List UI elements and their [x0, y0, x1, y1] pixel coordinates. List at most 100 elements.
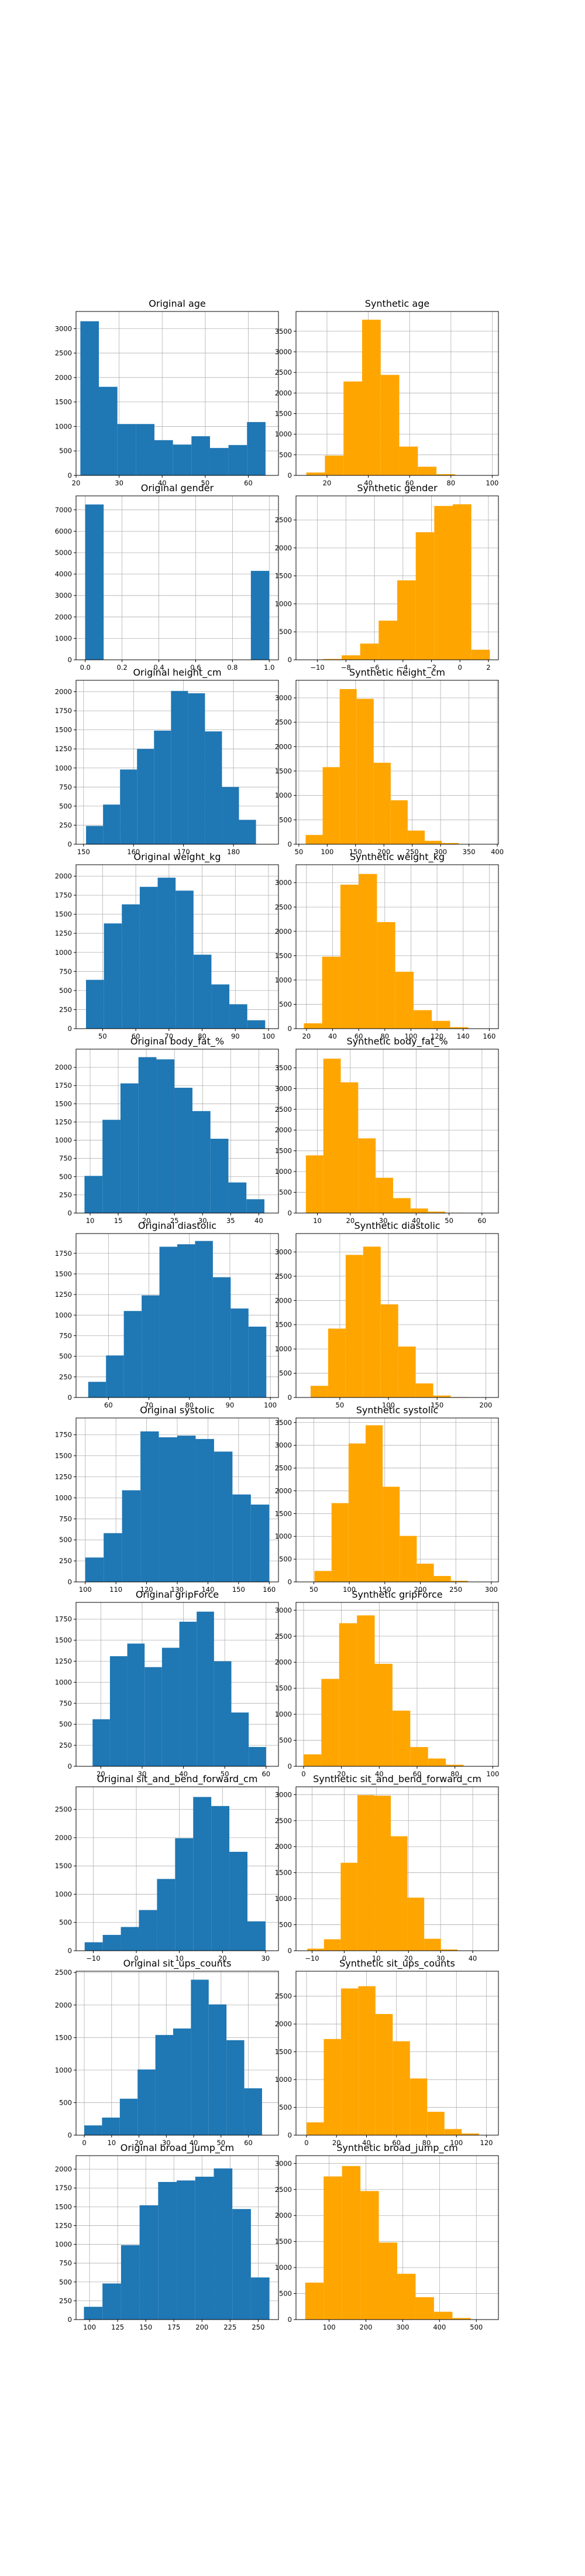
x-tick-label: 200 [414, 1585, 426, 1594]
x-tick-label: 0.8 [227, 663, 238, 672]
histogram-bar [192, 1111, 211, 1213]
y-tick-label: 1500 [275, 767, 292, 775]
histogram-bar [195, 1438, 214, 1582]
y-tick-label: 2500 [55, 349, 72, 357]
chart-title: Synthetic height_cm [349, 667, 445, 679]
histogram-bar [176, 890, 194, 1029]
y-tick-label: 1000 [55, 2241, 72, 2249]
y-tick-label: 1000 [55, 422, 72, 430]
histogram-bar [120, 1083, 139, 1213]
axes-frame [295, 680, 499, 845]
x-tick-label: 0 [301, 1770, 305, 1778]
y-tick-label: 1500 [55, 1452, 72, 1460]
histogram-bar [86, 825, 104, 844]
y-tick-label: 3500 [275, 1419, 292, 1427]
histogram-bar [453, 504, 472, 660]
x-tick-label: 0.0 [80, 663, 91, 672]
histogram-bar [393, 1198, 411, 1213]
y-tick-label: 500 [59, 986, 72, 995]
histogram-bar [84, 2125, 102, 2135]
x-tick-label: 0 [82, 2139, 86, 2147]
histogram-bar [413, 1010, 432, 1029]
histogram-bar [305, 2282, 324, 2320]
y-tick-label: 0 [68, 2315, 72, 2324]
histogram-bar [158, 2181, 177, 2320]
histogram-bar [109, 1656, 128, 1766]
y-tick-label: 0 [68, 1209, 72, 1217]
histogram-bar [340, 885, 359, 1029]
y-tick-label: 1000 [55, 1890, 72, 1898]
histogram-bar [174, 1087, 192, 1213]
y-tick-label: 1250 [55, 1473, 72, 1481]
histogram-bar [230, 1308, 249, 1397]
axes-frame [295, 1417, 499, 1582]
y-tick-label: 1000 [275, 2263, 292, 2272]
y-tick-label: 1750 [55, 2184, 72, 2192]
histogram-bar [104, 923, 122, 1029]
histogram-bar [360, 643, 379, 660]
axes-frame [295, 1971, 499, 2136]
x-tick-label: 0.2 [116, 663, 127, 672]
y-tick-label: 2500 [275, 1992, 292, 2000]
y-tick-label: 750 [59, 1155, 72, 1163]
x-tick-label: 40 [158, 479, 167, 487]
y-tick-label: 1500 [275, 409, 292, 417]
x-tick-label: 120 [480, 2139, 493, 2147]
y-tick-label: 750 [59, 1515, 72, 1523]
y-tick-label: 2500 [275, 1632, 292, 1640]
x-tick-label: 100 [323, 2323, 336, 2331]
y-tick-label: 500 [59, 447, 72, 455]
histogram-bar [99, 386, 118, 475]
histogram-bar [175, 1838, 194, 1951]
chart-title: Synthetic weight_kg [350, 851, 445, 863]
x-tick-label: 100 [83, 2323, 96, 2331]
chart-title: Synthetic sit_and_bend_forward_cm [313, 1773, 481, 1785]
x-tick-label: 100 [450, 2139, 463, 2147]
histogram-bar [121, 2245, 140, 2320]
histogram-panel: Synthetic gender−10 −8 −6 −4 −2 0 205001000150… [275, 482, 499, 672]
y-tick-label: 1000 [275, 1895, 292, 1903]
y-tick-label: 1500 [55, 726, 72, 734]
y-tick-label: 1500 [55, 398, 72, 406]
y-tick-label: 1250 [55, 745, 72, 753]
y-tick-label: 1750 [55, 1081, 72, 1090]
x-tick-label: 1.0 [264, 663, 274, 672]
x-tick-label: 0 [304, 2139, 308, 2147]
x-tick-label: 60 [392, 2139, 401, 2147]
axes-frame [75, 1786, 279, 1951]
histogram-bar [374, 1796, 391, 1951]
histogram-bar [407, 830, 425, 844]
histogram-panel: Original height_cm 150 160 170 180 0 250 500 750… [55, 667, 279, 856]
y-tick-label: 2000 [275, 1658, 292, 1666]
histogram-bar [119, 2098, 138, 2135]
histogram-bar [173, 2028, 191, 2135]
x-tick-label: 125 [111, 2323, 124, 2331]
y-tick-label: 250 [59, 1741, 72, 1749]
y-tick-label: 750 [59, 783, 72, 791]
y-tick-label: 2000 [275, 1126, 292, 1134]
x-tick-label: 160 [127, 848, 140, 856]
y-tick-label: 1500 [275, 2238, 292, 2246]
histogram-bar [214, 1451, 233, 1582]
x-tick-label: 110 [109, 1585, 122, 1594]
y-tick-label: 0 [68, 2131, 72, 2139]
y-tick-label: 0 [288, 1025, 292, 1033]
histogram-bar [450, 1027, 469, 1029]
histogram-bar [375, 2014, 393, 2135]
x-tick-label: 40 [364, 479, 373, 487]
chart-title: Synthetic body_fat_% [346, 1036, 448, 1047]
y-tick-label: 0 [288, 840, 292, 848]
y-tick-label: 500 [279, 1000, 292, 1008]
histogram-bar [195, 2176, 214, 2320]
y-tick-label: 1000 [55, 764, 72, 772]
histogram-bar [446, 1765, 464, 1766]
y-tick-label: 1250 [55, 2221, 72, 2229]
histogram-bar [452, 2318, 471, 2320]
histogram-bar [191, 436, 210, 475]
histogram-bar [390, 800, 408, 844]
y-tick-label: 0 [288, 656, 292, 664]
histogram-bar [104, 1533, 122, 1582]
x-tick-label: 50 [216, 2139, 225, 2147]
x-tick-label: 20 [302, 1032, 311, 1040]
y-tick-label: 1750 [55, 891, 72, 899]
